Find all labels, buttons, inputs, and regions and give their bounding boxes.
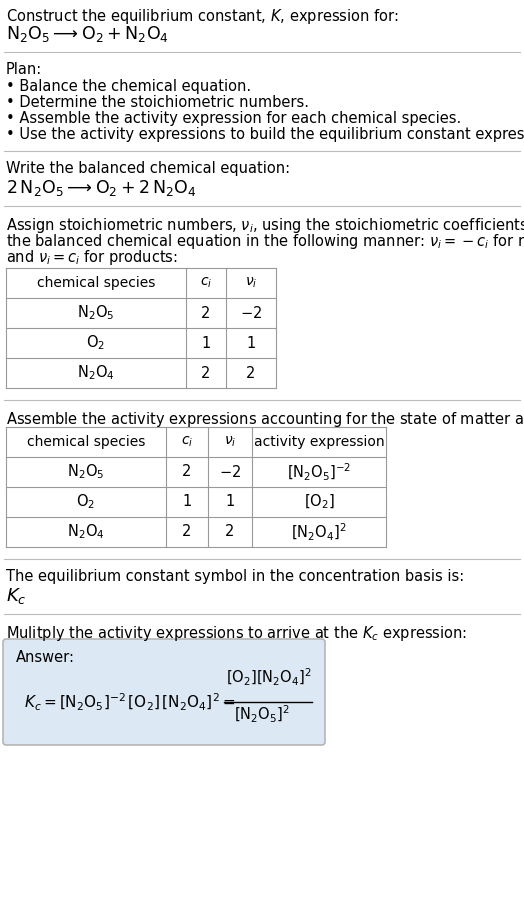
Text: Plan:: Plan: [6,62,42,77]
Text: 2: 2 [246,366,256,380]
Text: Answer:: Answer: [16,650,75,665]
Text: • Assemble the activity expression for each chemical species.: • Assemble the activity expression for e… [6,111,461,126]
Text: activity expression: activity expression [254,435,384,449]
Text: • Use the activity expressions to build the equilibrium constant expression.: • Use the activity expressions to build … [6,127,524,142]
Text: $[\mathrm{O_2}][\mathrm{N_2O_4}]^2$: $[\mathrm{O_2}][\mathrm{N_2O_4}]^2$ [226,667,312,688]
Text: $K_c$: $K_c$ [6,586,27,606]
Text: $2\,\mathrm{N_2O_5} \longrightarrow \mathrm{O_2} + 2\,\mathrm{N_2O_4}$: $2\,\mathrm{N_2O_5} \longrightarrow \mat… [6,178,196,198]
Text: $\nu_i$: $\nu_i$ [224,435,236,450]
Text: Write the balanced chemical equation:: Write the balanced chemical equation: [6,161,290,176]
Text: $c_i$: $c_i$ [200,276,212,290]
Text: $-2$: $-2$ [240,305,262,321]
Text: Construct the equilibrium constant, $K$, expression for:: Construct the equilibrium constant, $K$,… [6,7,399,26]
FancyBboxPatch shape [3,639,325,745]
Text: 1: 1 [201,335,211,351]
Text: Mulitply the activity expressions to arrive at the $K_c$ expression:: Mulitply the activity expressions to arr… [6,624,467,643]
Text: The equilibrium constant symbol in the concentration basis is:: The equilibrium constant symbol in the c… [6,569,464,584]
Text: $\mathrm{N_2O_4}$: $\mathrm{N_2O_4}$ [67,522,105,541]
Text: 2: 2 [182,465,192,479]
Text: 1: 1 [246,335,256,351]
Text: 2: 2 [201,306,211,321]
Text: $\nu_i$: $\nu_i$ [245,276,257,290]
Text: $\mathrm{N_2O_5}$: $\mathrm{N_2O_5}$ [67,463,105,481]
Text: the balanced chemical equation in the following manner: $\nu_i = -c_i$ for react: the balanced chemical equation in the fo… [6,232,524,251]
Text: 1: 1 [225,494,235,510]
Text: 2: 2 [201,366,211,380]
Text: • Determine the stoichiometric numbers.: • Determine the stoichiometric numbers. [6,95,309,110]
Text: $c_i$: $c_i$ [181,435,193,450]
Text: Assign stoichiometric numbers, $\nu_i$, using the stoichiometric coefficients, $: Assign stoichiometric numbers, $\nu_i$, … [6,216,524,235]
Text: $\mathrm{N_2O_4}$: $\mathrm{N_2O_4}$ [77,364,115,382]
Text: Assemble the activity expressions accounting for the state of matter and $\nu_i$: Assemble the activity expressions accoun… [6,410,524,429]
Text: $[\mathrm{N_2O_5}]^{-2}$: $[\mathrm{N_2O_5}]^{-2}$ [287,461,351,483]
Text: and $\nu_i = c_i$ for products:: and $\nu_i = c_i$ for products: [6,248,178,267]
Text: 2: 2 [182,524,192,539]
Text: $\mathrm{O_2}$: $\mathrm{O_2}$ [86,334,105,352]
Text: • Balance the chemical equation.: • Balance the chemical equation. [6,79,251,94]
Text: $\mathrm{O_2}$: $\mathrm{O_2}$ [77,493,95,512]
Text: $\mathrm{N_2O_5} \longrightarrow \mathrm{O_2} + \mathrm{N_2O_4}$: $\mathrm{N_2O_5} \longrightarrow \mathrm… [6,24,169,44]
Text: $\mathrm{N_2O_5}$: $\mathrm{N_2O_5}$ [78,304,115,323]
Text: $[\mathrm{N_2O_4}]^2$: $[\mathrm{N_2O_4}]^2$ [291,521,347,543]
Text: $-2$: $-2$ [219,464,241,480]
Text: chemical species: chemical species [27,435,145,449]
Text: chemical species: chemical species [37,276,155,290]
Text: $[\mathrm{O_2}]$: $[\mathrm{O_2}]$ [303,493,334,512]
Text: $[\mathrm{N_2O_5}]^2$: $[\mathrm{N_2O_5}]^2$ [234,704,290,725]
Text: 2: 2 [225,524,235,539]
Text: 1: 1 [182,494,192,510]
Text: $K_c = [\mathrm{N_2O_5}]^{-2}\,[\mathrm{O_2}]\,[\mathrm{N_2O_4}]^2 = $: $K_c = [\mathrm{N_2O_5}]^{-2}\,[\mathrm{… [24,691,235,713]
